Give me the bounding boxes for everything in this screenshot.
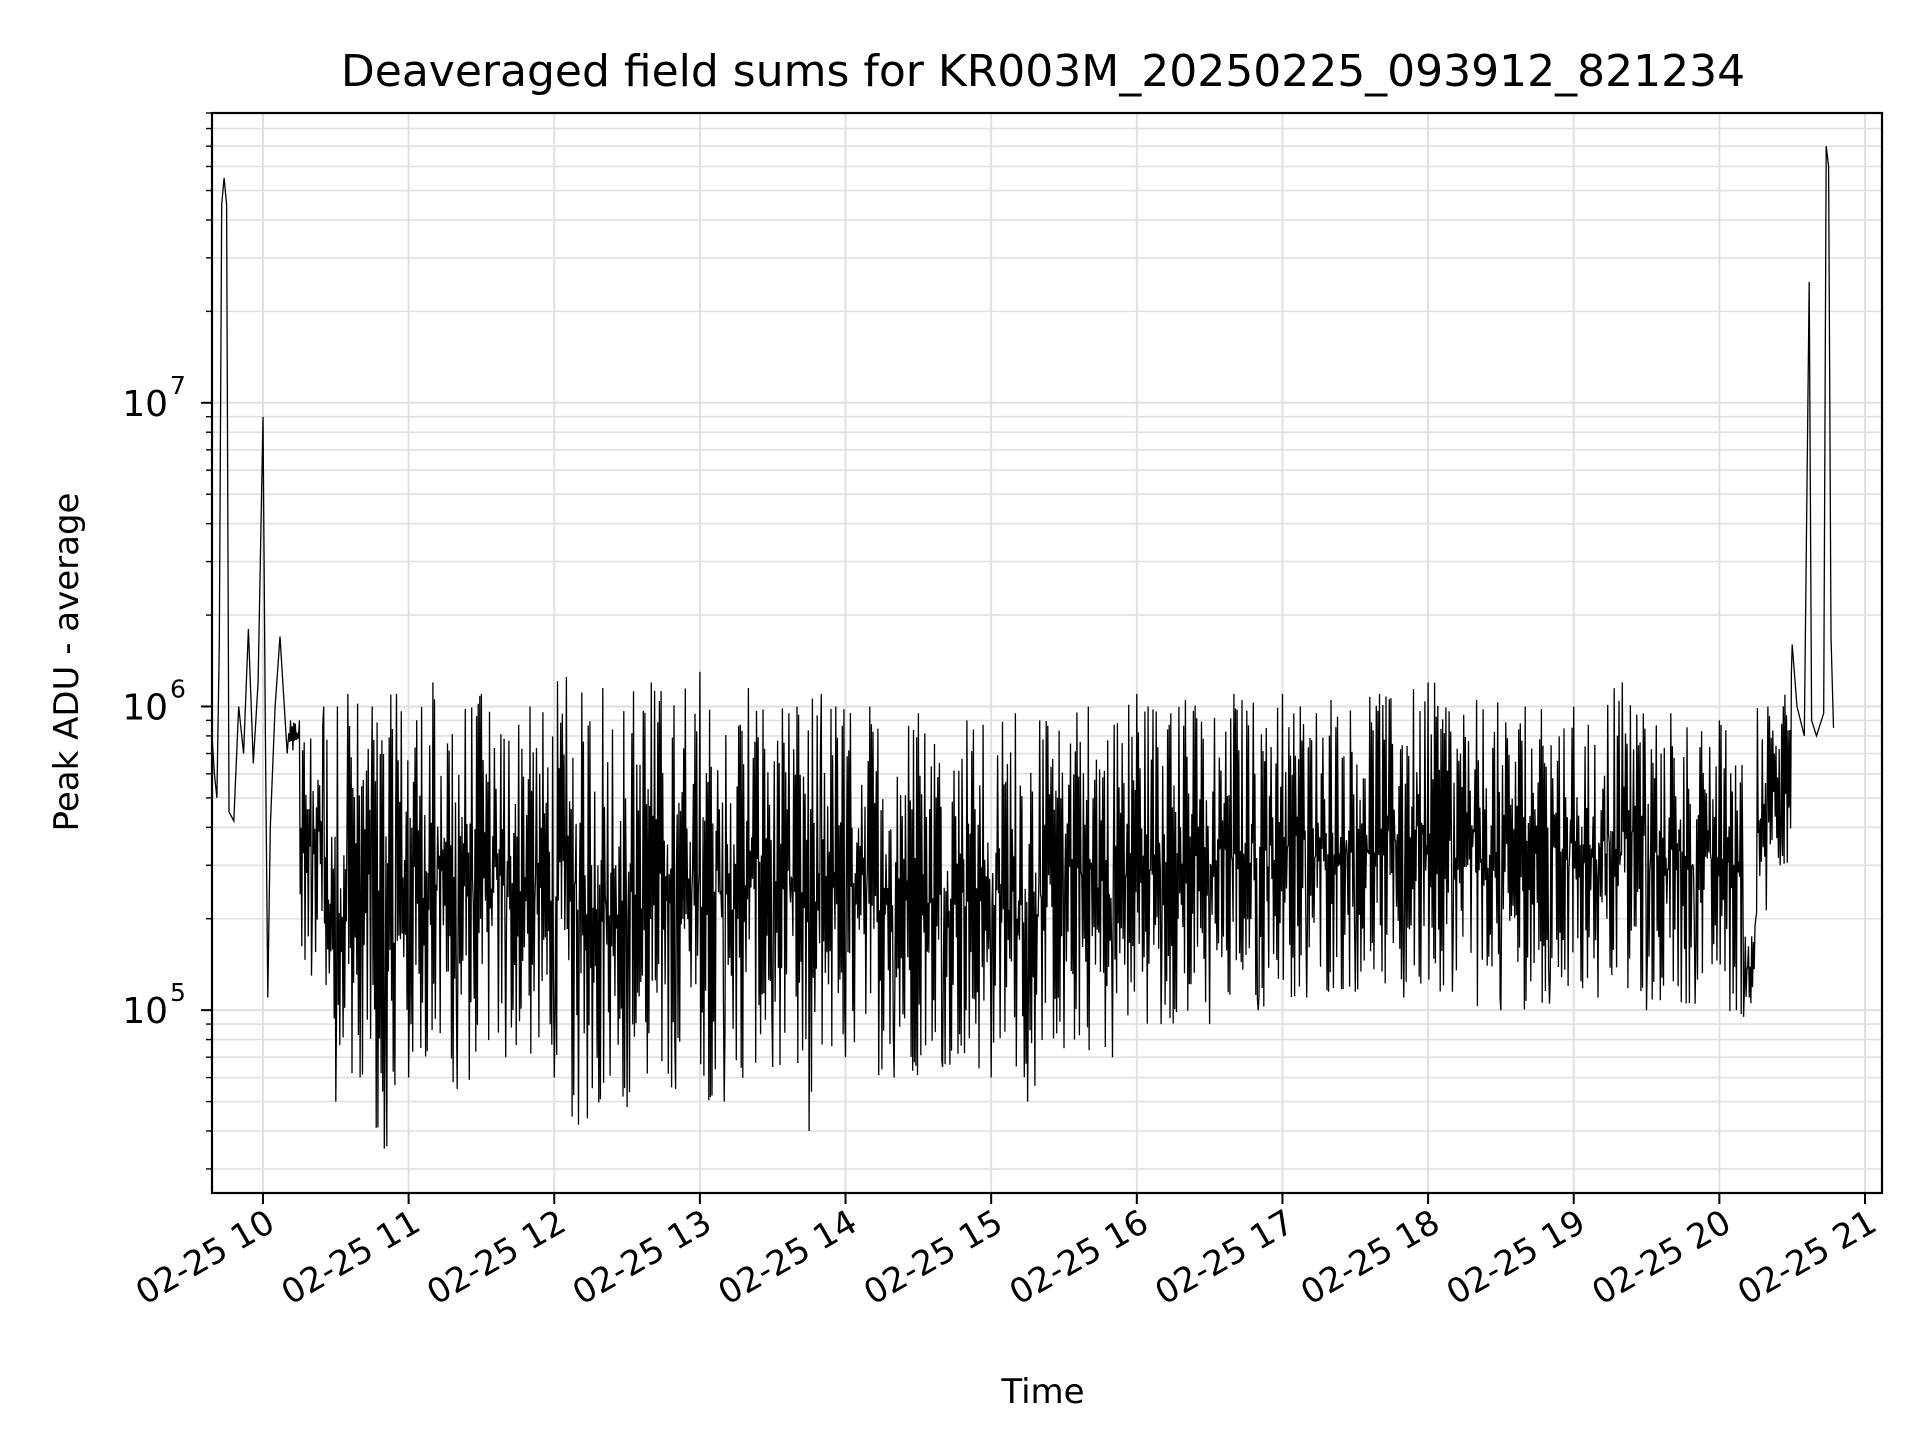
y-tick-exponent: 6: [170, 674, 186, 703]
series-line: [211, 146, 1835, 1149]
y-tick-label: 10: [122, 384, 168, 425]
y-tick-label: 10: [122, 991, 168, 1032]
y-tick-label: 10: [122, 687, 168, 728]
chart-title: Deaveraged field sums for KR003M_2025022…: [341, 46, 1745, 97]
y-tick-exponent: 7: [170, 371, 186, 400]
x-axis-label: Time: [1000, 1372, 1084, 1412]
y-tick-exponent: 5: [170, 978, 186, 1007]
y-axis-label: Peak ADU - average: [47, 493, 87, 832]
series-group: [211, 146, 1835, 1149]
plot-frame: [210, 111, 1884, 1195]
